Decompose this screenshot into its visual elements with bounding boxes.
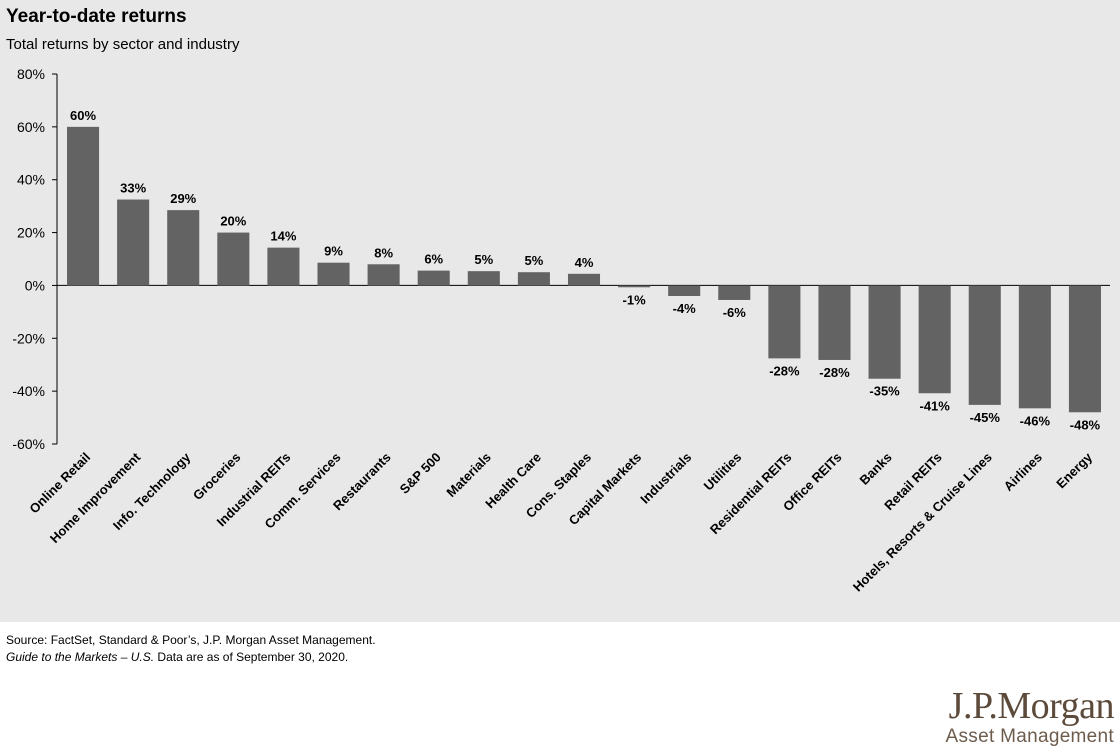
bar-value-label: 9% [324, 244, 343, 259]
bar [968, 285, 1001, 405]
bar [868, 285, 901, 379]
x-category-label: Airlines [1001, 450, 1045, 494]
y-tick-label: 40% [17, 172, 45, 188]
x-category-label: S&P 500 [397, 450, 444, 497]
x-category-label: Materials [443, 450, 493, 500]
y-tick-label: 80% [17, 66, 45, 82]
x-category-label: Banks [856, 450, 894, 488]
bar-value-label: 4% [575, 255, 594, 270]
y-tick-label: 20% [17, 225, 45, 241]
bar-value-label: -41% [919, 398, 950, 413]
bar-value-label: -46% [1020, 413, 1051, 428]
bar-value-label: -48% [1070, 417, 1101, 432]
bar-value-label: 20% [220, 214, 246, 229]
bar-value-label: 14% [270, 229, 296, 244]
bar-value-label: 5% [525, 253, 544, 268]
bar-value-label: -28% [819, 365, 850, 380]
bar [668, 285, 701, 296]
bar [167, 210, 200, 286]
data-date-text: Data are as of September 30, 2020. [154, 650, 349, 664]
guide-title: Guide to the Markets – U.S. [6, 650, 155, 664]
jpmorgan-logo: J.P.Morgan Asset Management [946, 686, 1115, 748]
chart-title: Year-to-date returns [6, 6, 187, 27]
bar [117, 199, 150, 286]
bar-value-label: 60% [70, 108, 96, 123]
x-category-label: Home Improvement [47, 449, 144, 546]
bar [768, 285, 801, 359]
bar-value-label: 6% [424, 252, 443, 267]
bar-value-label: 33% [120, 181, 146, 196]
bar [517, 272, 550, 286]
bar [1018, 285, 1051, 409]
bar-value-label: -35% [869, 384, 900, 399]
y-tick-label: -40% [12, 383, 45, 399]
bar-value-label: -45% [970, 410, 1001, 425]
bar-value-label: -6% [723, 305, 747, 320]
bar [367, 264, 400, 286]
bar-value-label: 29% [170, 191, 196, 206]
bar [618, 285, 651, 288]
logo-subtitle: Asset Management [945, 726, 1114, 747]
y-tick-label: 0% [25, 277, 45, 293]
bar [267, 247, 300, 286]
x-category-label: Groceries [190, 450, 244, 504]
x-category-label: Energy [1053, 449, 1095, 491]
chart-subtitle: Total returns by sector and industry [6, 36, 240, 53]
x-category-label: Utilities [701, 450, 745, 494]
x-category-label: Industrials [637, 450, 694, 507]
bar-value-label: -28% [769, 363, 800, 378]
bar-value-label: -4% [673, 301, 697, 316]
bar-layer [67, 126, 1101, 413]
bar-chart: 80%60%40%20%0%-20%-40%-60% 60%Online Ret… [12, 66, 1110, 594]
bar [918, 285, 951, 394]
logo-wordmark: J.P.Morgan [948, 685, 1115, 727]
bar [467, 271, 500, 286]
y-tick-label: -20% [12, 330, 45, 346]
bar [567, 273, 601, 286]
y-tick-label: 60% [17, 119, 45, 135]
y-tick-label: -60% [12, 436, 45, 452]
bar-value-label: 8% [374, 245, 393, 260]
bar [217, 232, 250, 286]
bar [718, 285, 751, 300]
bar [1068, 285, 1101, 413]
bar [317, 262, 350, 286]
bar-value-label: -1% [623, 292, 647, 307]
bar [818, 285, 851, 360]
source-note: Source: FactSet, Standard & Poor’s, J.P.… [6, 633, 376, 647]
data-as-of-note: Guide to the Markets – U.S. Data are as … [6, 650, 348, 664]
bar-value-label: 5% [474, 252, 493, 267]
bar [417, 270, 450, 286]
bar [67, 126, 100, 286]
